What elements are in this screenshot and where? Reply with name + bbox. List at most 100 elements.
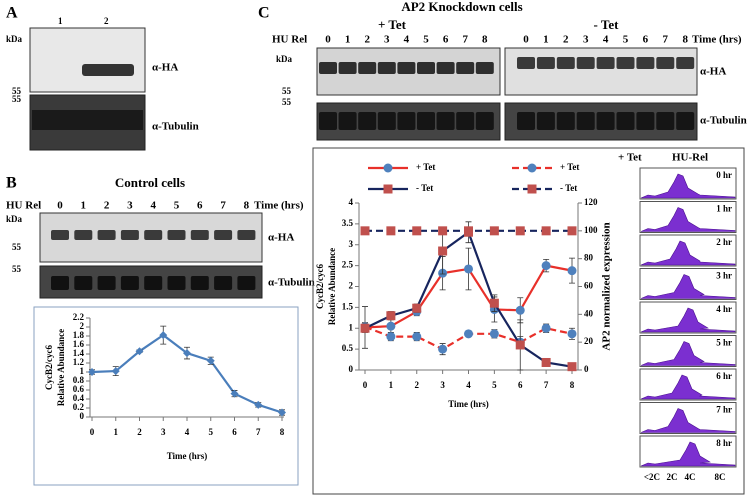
band	[676, 57, 695, 69]
data-point	[254, 400, 263, 409]
dna-label: 8C	[715, 472, 726, 482]
data-point	[567, 226, 577, 236]
band	[456, 112, 475, 130]
band	[358, 112, 377, 130]
flow-time: 8 hr	[716, 438, 732, 448]
kda-label: kDa	[6, 34, 23, 44]
hu-rel-label: HU Rel	[272, 34, 307, 46]
lane-label: 0	[57, 200, 63, 212]
y-tick-label: 1.8	[73, 330, 85, 340]
y-tick-label: 1	[80, 366, 85, 376]
legend-label: + Tet	[416, 162, 435, 172]
data-point	[464, 329, 473, 339]
chart-frame	[312, 147, 745, 495]
kda-label: kDa	[6, 214, 23, 224]
mw-marker: 55	[12, 86, 22, 96]
band	[616, 112, 635, 130]
data-point	[438, 246, 448, 256]
data-point	[567, 329, 577, 339]
lane-label: 4	[603, 34, 609, 46]
band	[338, 112, 357, 130]
band	[319, 62, 337, 74]
band	[616, 57, 635, 69]
y-tick-label: 0	[349, 364, 354, 374]
band	[120, 276, 139, 290]
histogram	[640, 240, 736, 266]
band	[456, 62, 475, 74]
band	[358, 62, 377, 74]
panel-title: Control cells	[115, 175, 185, 190]
panel-letter: A	[6, 5, 18, 22]
y2-tick-label: 60	[584, 281, 594, 291]
y-tick-label: 2.5	[342, 260, 354, 270]
data-point	[386, 332, 396, 342]
data-point	[412, 226, 422, 236]
band	[517, 57, 535, 69]
time-label: Time (hrs)	[692, 34, 742, 46]
histogram	[640, 173, 736, 199]
lane-label: 4	[404, 34, 410, 46]
lane-label: 4	[150, 200, 156, 212]
y2-axis-label: AP2 normalized expression	[601, 222, 613, 350]
band	[636, 112, 655, 130]
y2-tick-label: 80	[584, 253, 594, 263]
band	[475, 62, 494, 74]
data-point	[278, 408, 286, 417]
y-tick-label: 2	[349, 281, 354, 291]
blot	[29, 27, 146, 93]
band	[97, 230, 116, 240]
data-point	[412, 303, 422, 313]
mw-marker: 55	[282, 97, 292, 107]
y-tick-label: 1.4	[73, 348, 85, 358]
data-point	[489, 226, 499, 236]
y-tick-label: 2	[80, 321, 85, 331]
x-tick-label: 5	[492, 380, 497, 390]
legend-label: - Tet	[416, 183, 433, 193]
y-tick-label: 0.6	[73, 384, 85, 394]
band	[517, 112, 535, 130]
legend-marker	[527, 184, 537, 194]
lane-label: 7	[663, 34, 669, 46]
lane-label: 0	[523, 34, 529, 46]
band	[51, 230, 69, 240]
data-point	[541, 357, 551, 367]
band	[74, 276, 93, 290]
band	[377, 62, 396, 74]
dna-label: 4C	[685, 472, 696, 482]
x-tick-label: 6	[518, 380, 523, 390]
y-axis-label: CycB2/cyc6	[315, 264, 325, 309]
data-point	[386, 321, 396, 331]
histogram	[640, 274, 736, 299]
y-tick-label: 1.6	[73, 339, 85, 349]
x-tick-label: 4	[466, 380, 471, 390]
histogram	[640, 307, 736, 333]
band	[417, 112, 435, 130]
data-point	[412, 332, 422, 342]
flow-time: 7 hr	[716, 405, 732, 415]
lane-label: 1	[81, 200, 87, 212]
x-tick-label: 0	[90, 427, 95, 437]
band	[377, 112, 396, 130]
x-tick-label: 7	[256, 427, 261, 437]
lane-label: 1	[345, 34, 351, 46]
legend-label: - Tet	[560, 183, 577, 193]
data-point	[541, 261, 551, 271]
lane-label: 1	[543, 34, 549, 46]
lane-label: 2	[364, 34, 370, 46]
y2-tick-label: 20	[584, 336, 594, 346]
flow-time: 3 hr	[716, 271, 732, 281]
y-tick-label: 1	[349, 322, 354, 332]
data-point	[464, 264, 473, 274]
condition-label: + Tet	[378, 17, 407, 32]
flow-header: HU-Rel	[672, 152, 708, 164]
data-point	[135, 347, 144, 356]
series-line	[91, 333, 283, 414]
flow-time: 5 hr	[716, 338, 732, 348]
band	[120, 230, 139, 240]
band	[144, 230, 163, 240]
x-axis-label: Time (hrs)	[167, 451, 208, 461]
data-point	[159, 331, 168, 340]
data-point	[206, 356, 215, 365]
y2-tick-label: 100	[584, 225, 598, 235]
